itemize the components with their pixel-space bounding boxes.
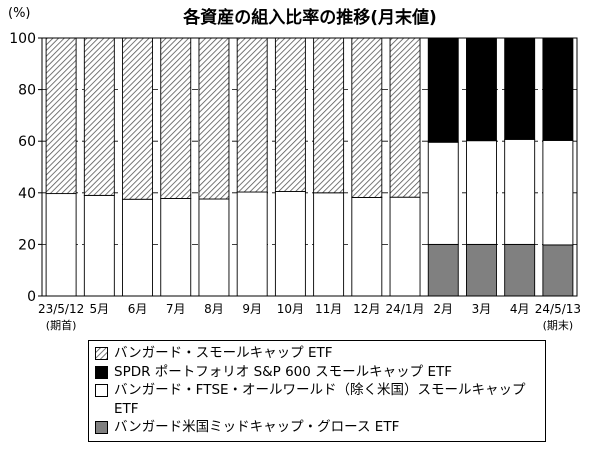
bar-segment-allworld xyxy=(122,198,153,297)
bar-segment-smallcap xyxy=(122,37,153,200)
x-tick-label: 2月 xyxy=(433,302,453,316)
legend-item-midcap: バンガード米国ミッドキャップ・グロース ETF xyxy=(95,418,539,437)
bar-segment-spdr xyxy=(542,37,574,141)
bar-segment-smallcap xyxy=(389,37,421,198)
x-tick-note: (期首) xyxy=(46,318,77,332)
legend-label: バンガード・FTSE・オールワールド（除く米国）スモールキャップETF xyxy=(114,382,526,417)
y-tick-label: 40 xyxy=(18,186,36,202)
bar-segment-allworld xyxy=(45,193,77,297)
bar-segment-allworld xyxy=(313,192,345,297)
bar-segment-allworld xyxy=(389,196,421,297)
chart-legend: バンガード・スモールキャップ ETF SPDR ポートフォリオ S&P 600 … xyxy=(88,340,546,442)
legend-swatch-white xyxy=(95,384,108,397)
bar-segment-allworld xyxy=(542,139,574,246)
legend-swatch-black xyxy=(95,365,108,379)
x-tick-label: 24/5/13 xyxy=(535,302,581,316)
x-tick-label: 11月 xyxy=(315,302,342,316)
y-tick-label: 0 xyxy=(27,289,36,305)
x-tick-label: 7月 xyxy=(166,302,186,316)
bar-segment-allworld xyxy=(160,198,192,297)
legend-label: バンガード米国ミッドキャップ・グロース ETF xyxy=(114,419,400,435)
bar-segment-midcap xyxy=(542,244,574,297)
legend-label: バンガード・スモールキャップ ETF xyxy=(114,345,333,361)
bar-segment-allworld xyxy=(427,141,459,245)
legend-label: SPDR ポートフォリオ S&P 600 スモールキャップ ETF xyxy=(114,363,452,380)
x-tick-label: 6月 xyxy=(128,302,148,316)
bar-segment-smallcap xyxy=(351,37,383,198)
y-axis-unit: (%) xyxy=(8,6,31,21)
legend-swatch-gray xyxy=(95,421,108,434)
bar-segment-allworld xyxy=(504,138,536,245)
y-tick-label: 100 xyxy=(9,31,36,47)
bar-segment-midcap xyxy=(504,243,536,297)
bar-segment-smallcap xyxy=(236,37,268,193)
legend-swatch-hatched xyxy=(95,347,108,360)
bar-segment-midcap xyxy=(427,243,459,297)
bar-segment-smallcap xyxy=(313,37,345,194)
legend-item-allworld: バンガード・FTSE・オールワールド（除く米国）スモールキャップETF xyxy=(95,381,539,418)
legend-item-smallcap: バンガード・スモールキャップ ETF xyxy=(95,344,539,363)
x-tick-label: 24/1月 xyxy=(386,302,425,316)
bar-segment-midcap xyxy=(466,243,497,297)
bar-segment-smallcap xyxy=(274,37,306,192)
legend-item-spdr: SPDR ポートフォリオ S&P 600 スモールキャップ ETF xyxy=(95,363,539,382)
stacked-bar-chart: 各資産の組入比率の推移(月末値) (%) 0 20 40 60 80 100 23/5/1… xyxy=(8,6,581,332)
bar-segment-allworld xyxy=(274,191,306,297)
x-tick-label: 8月 xyxy=(204,302,224,316)
plot-frame xyxy=(41,37,578,297)
bar-segment-smallcap xyxy=(198,37,230,200)
x-tick-label: 5月 xyxy=(90,302,110,316)
y-tick-label: 60 xyxy=(18,134,36,150)
x-tick-label: 9月 xyxy=(242,302,262,316)
bar-segment-allworld xyxy=(83,194,115,297)
bar-segment-spdr xyxy=(427,37,459,143)
bar-segment-allworld xyxy=(351,196,383,297)
x-tick-note: (期末) xyxy=(543,318,574,332)
x-tick-label: 12月 xyxy=(353,302,380,316)
x-tick-label: 3月 xyxy=(472,302,492,316)
chart-title: 各資産の組入比率の推移(月末値) xyxy=(182,7,437,28)
x-tick-label: 23/5/12 xyxy=(38,302,84,316)
bar-segment-allworld xyxy=(466,140,497,245)
bar-segment-smallcap xyxy=(160,37,192,199)
bar-segment-smallcap xyxy=(83,37,115,196)
bar-segment-allworld xyxy=(198,198,230,297)
y-tick-label: 20 xyxy=(18,237,36,253)
x-tick-label: 4月 xyxy=(510,302,530,316)
x-tick-label: 10月 xyxy=(277,302,304,316)
bar-segment-spdr xyxy=(466,37,497,142)
bar-segment-spdr xyxy=(504,37,536,140)
bar-segment-allworld xyxy=(236,191,268,297)
bar-segment-smallcap xyxy=(45,37,77,195)
y-tick-label: 80 xyxy=(18,83,36,99)
